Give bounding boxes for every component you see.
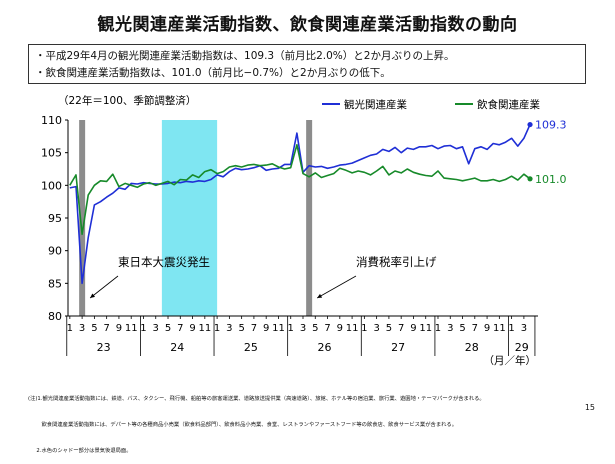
x-month-label: 1	[140, 323, 146, 334]
y-tick-label: 100	[41, 179, 62, 192]
x-month-label: 5	[165, 323, 171, 334]
x-month-label: 3	[153, 323, 159, 334]
x-year-label: 28	[465, 341, 479, 354]
page-number: 15	[584, 403, 595, 412]
x-month-label: 7	[324, 323, 330, 334]
footnote-1: (注)1.観光関連産業活動指数には、鉄道、バス、タクシー、飛行機、船舶等の旅客運…	[28, 396, 485, 403]
annotation-arrowhead	[317, 293, 323, 298]
y-tick-label: 85	[48, 277, 62, 290]
x-month-label: 5	[459, 323, 465, 334]
legend-label: 観光関連産業	[344, 98, 407, 111]
y-tick-label: 105	[41, 147, 62, 160]
x-month-label: 1	[288, 323, 294, 334]
x-month-label: 7	[472, 323, 478, 334]
x-year-label: 27	[391, 341, 405, 354]
summary-box: ・平成29年4月の観光関連産業活動指数は、109.3（前月比2.0%）と2か月ぶ…	[28, 44, 586, 84]
x-month-label: 5	[386, 323, 392, 334]
summary-line-tourism: ・平成29年4月の観光関連産業活動指数は、109.3（前月比2.0%）と2か月ぶ…	[35, 50, 455, 62]
x-month-label: 1	[361, 323, 367, 334]
end-point-food	[527, 176, 533, 182]
x-year-label: 25	[244, 341, 258, 354]
x-year-label: 24	[170, 341, 184, 354]
summary-line-food: ・飲食関連産業活動指数は、101.0（前月比−0.7%）と2か月ぶりの低下。	[35, 67, 391, 79]
x-month-label: 9	[263, 323, 269, 334]
annotation-arrowhead	[90, 293, 96, 298]
x-month-label: 3	[300, 323, 306, 334]
x-month-label: 3	[373, 323, 379, 334]
x-month-label: 11	[125, 323, 138, 334]
event-marker-bar	[79, 120, 86, 316]
x-month-label: 5	[312, 323, 318, 334]
annotation-label: 東日本大震災発生	[118, 255, 210, 269]
end-point-tourism	[527, 121, 533, 128]
y-tick-label: 110	[41, 114, 62, 127]
x-month-label: 7	[103, 323, 109, 334]
x-month-label: 9	[484, 323, 490, 334]
x-month-label: 7	[251, 323, 257, 334]
series-line-food	[69, 143, 531, 236]
x-year-label: 29	[515, 341, 529, 354]
x-month-label: 5	[91, 323, 97, 334]
x-month-label: 11	[419, 323, 432, 334]
x-month-label: 3	[226, 323, 232, 334]
unit-note: （22年＝100、季節調整済）	[58, 94, 196, 107]
x-month-label: 5	[238, 323, 244, 334]
x-month-label: 3	[447, 323, 453, 334]
x-month-label: 11	[493, 323, 506, 334]
x-month-label: 1	[435, 323, 441, 334]
x-month-label: 3	[79, 323, 85, 334]
x-month-label: 11	[198, 323, 211, 334]
footnote-2: 飲食関連産業活動指数には、デパート等の各種商品小売業（飲食料品部門）、飲食料品小…	[28, 421, 458, 428]
x-month-label: 1	[214, 323, 220, 334]
x-year-label: 26	[317, 341, 331, 354]
x-year-label: 23	[97, 341, 111, 354]
annotation-label: 消費税率引上げ	[356, 255, 437, 269]
x-month-label: 7	[398, 323, 404, 334]
x-month-label: 1	[67, 323, 73, 334]
end-value-label-food: 101.0	[535, 173, 567, 186]
end-value-label-tourism: 109.3	[535, 119, 567, 132]
x-month-label: 11	[346, 323, 359, 334]
x-month-label: 9	[116, 323, 122, 334]
x-unit-label: （月／年）	[484, 354, 537, 367]
x-month-label: 7	[177, 323, 183, 334]
y-tick-label: 95	[48, 212, 62, 225]
annotation-arrow	[316, 275, 357, 299]
x-month-label: 9	[410, 323, 416, 334]
recession-shading	[161, 120, 218, 316]
x-month-label: 9	[189, 323, 195, 334]
x-month-label: 3	[521, 323, 527, 334]
annotation-arrow	[89, 275, 119, 299]
x-month-label: 11	[272, 323, 285, 334]
footnotes: (注)1.観光関連産業活動指数には、鉄道、バス、タクシー、飛行機、船舶等の旅客運…	[28, 378, 588, 464]
x-month-label: 9	[337, 323, 343, 334]
page-title: 観光関連産業活動指数、飲食関連産業活動指数の動向	[97, 15, 518, 35]
y-tick-label: 80	[48, 310, 62, 323]
event-marker-bar	[306, 120, 313, 316]
footnote-3: 2.水色のシャドー部分は景気後退局面。	[28, 447, 132, 454]
x-month-label: 1	[508, 323, 514, 334]
y-tick-label: 90	[48, 245, 62, 258]
legend-label: 飲食関連産業	[477, 98, 540, 111]
